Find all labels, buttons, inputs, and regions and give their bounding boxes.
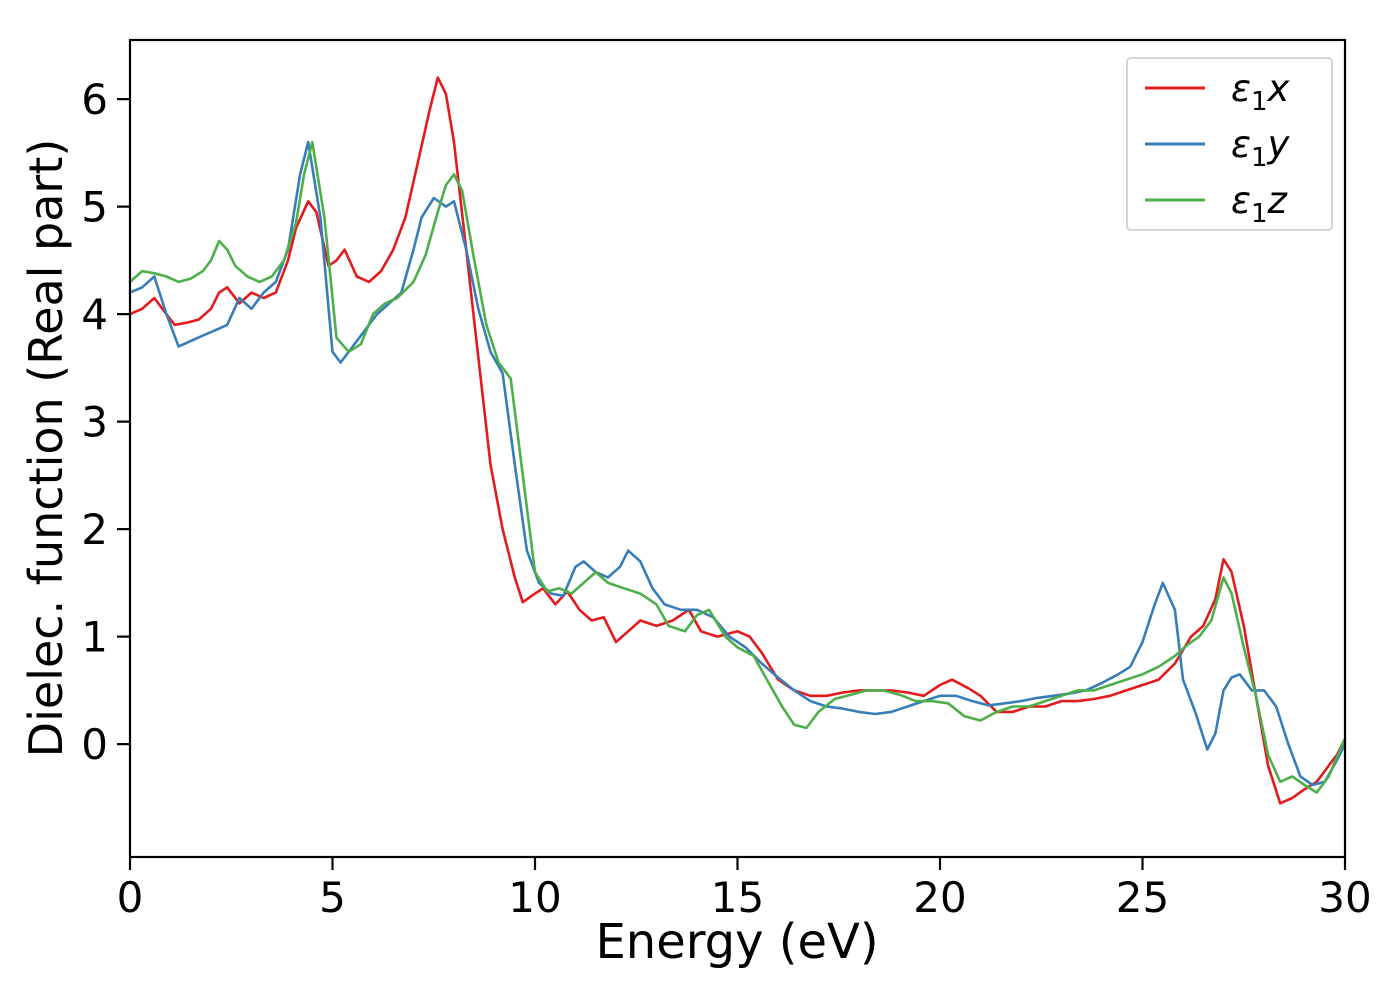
y-tick-label: 6 [81, 75, 108, 124]
y-tick-label: 0 [81, 720, 108, 769]
x-tick-label: 25 [1116, 873, 1169, 922]
series-line-epsilon1-y [128, 140, 1347, 787]
x-tick-label: 15 [711, 873, 764, 922]
y-tick-label: 3 [81, 398, 108, 447]
legend-label-epsilon1-x: ε1x [1231, 67, 1291, 117]
y-tick-label: 2 [81, 505, 108, 554]
x-tick-label: 5 [319, 873, 346, 922]
x-tick-label: 20 [913, 873, 966, 922]
y-tick-label: 1 [81, 613, 108, 662]
series-line-epsilon1-x [128, 76, 1347, 805]
y-tick-label: 4 [81, 290, 108, 339]
legend-box [1126, 57, 1333, 231]
legend-label-epsilon1-z: ε1z [1231, 179, 1289, 229]
series-line-epsilon1-z [128, 140, 1347, 794]
legend: ε1x ε1y ε1z [1126, 57, 1333, 231]
x-tick-label: 10 [508, 873, 561, 922]
x-axis-label: Energy (eV) [595, 914, 879, 970]
x-tick-label: 30 [1318, 873, 1371, 922]
y-axis-label: Dielec. function (Real part) [19, 138, 73, 758]
x-tick-label: 0 [117, 873, 144, 922]
legend-label-epsilon1-y: ε1y [1231, 123, 1291, 173]
y-tick-label: 5 [81, 183, 108, 232]
